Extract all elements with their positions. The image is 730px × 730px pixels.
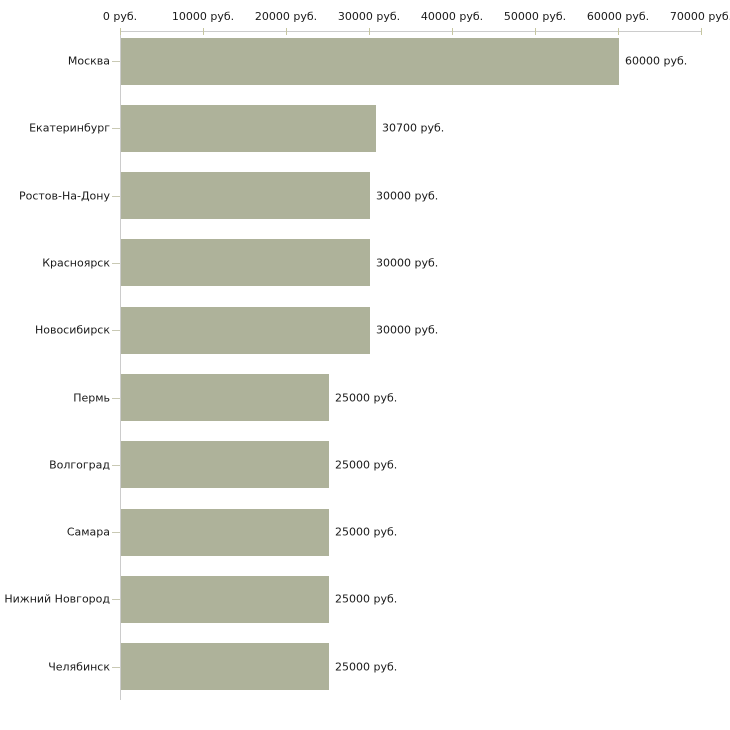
x-axis-tick <box>286 28 287 35</box>
x-axis-tick <box>120 28 121 35</box>
value-label: 30000 руб. <box>376 256 439 270</box>
bar-3 <box>121 172 370 219</box>
bar-10 <box>121 643 329 690</box>
bar-4 <box>121 239 370 286</box>
bar-8 <box>121 509 329 556</box>
category-label: Екатеринбург <box>29 121 110 135</box>
y-axis-tick <box>112 465 120 466</box>
x-axis-tick <box>369 28 370 35</box>
bar-5 <box>121 307 370 354</box>
category-label: Волгоград <box>49 458 110 472</box>
category-label: Челябинск <box>48 660 110 674</box>
x-axis-tick <box>203 28 204 35</box>
value-label: 25000 руб. <box>335 391 398 404</box>
x-axis-tick <box>701 28 702 35</box>
category-label: Ростов-На-Дону <box>18 189 110 203</box>
y-axis-tick <box>112 398 120 399</box>
x-axis-line <box>120 31 702 32</box>
category-label: Самара <box>66 525 110 539</box>
x-axis-tick-label: 20000 руб. <box>254 10 318 23</box>
x-axis-tick-label: 60000 руб. <box>586 10 650 23</box>
value-label: 25000 руб. <box>335 660 398 674</box>
x-axis-tick-label: 10000 руб. <box>171 10 235 23</box>
category-label: Красноярск <box>42 256 110 270</box>
x-axis-tick-label: 0 руб. <box>102 10 138 23</box>
bar-6 <box>121 374 329 421</box>
y-axis-tick <box>112 128 120 129</box>
x-axis-tick <box>452 28 453 35</box>
y-axis-tick <box>112 667 120 668</box>
y-axis-tick <box>112 196 120 197</box>
value-label: 60000 руб. <box>625 54 688 68</box>
bar-7 <box>121 441 329 488</box>
x-axis-tick-label: 30000 руб. <box>337 10 401 23</box>
y-axis-line <box>120 31 121 700</box>
x-axis-tick-label: 40000 руб. <box>420 10 484 23</box>
value-label: 25000 руб. <box>335 525 398 539</box>
x-axis-tick <box>535 28 536 35</box>
value-label: 30000 руб. <box>376 189 439 203</box>
value-label: 25000 руб. <box>335 458 398 472</box>
category-label: Нижний Новгород <box>4 592 110 606</box>
value-label: 30000 руб. <box>376 323 439 337</box>
y-axis-tick <box>112 330 120 331</box>
x-axis-tick-label: 70000 руб. <box>669 10 730 23</box>
bar-9 <box>121 576 329 623</box>
category-label: Новосибирск <box>34 323 110 337</box>
category-label: Москва <box>67 54 110 68</box>
x-axis-tick-label: 50000 руб. <box>503 10 567 23</box>
category-label: Пермь <box>73 391 110 404</box>
y-axis-tick <box>112 599 120 600</box>
value-label: 30700 руб. <box>382 121 445 135</box>
x-axis-tick <box>618 28 619 35</box>
y-axis-tick <box>112 263 120 264</box>
bar-2 <box>121 105 376 152</box>
bar-1 <box>121 38 619 85</box>
y-axis-tick <box>112 532 120 533</box>
value-label: 25000 руб. <box>335 592 398 606</box>
y-axis-tick <box>112 61 120 62</box>
